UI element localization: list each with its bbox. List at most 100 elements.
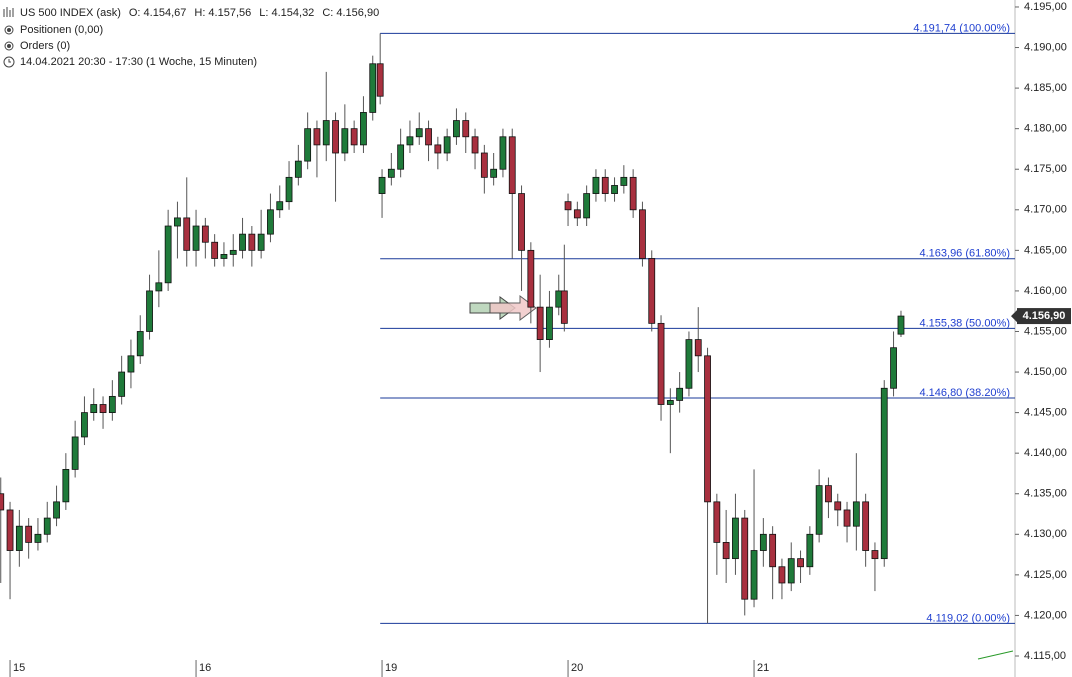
candle-body <box>862 501 870 551</box>
candle <box>0 477 5 583</box>
candle <box>480 144 488 194</box>
candle <box>211 234 219 267</box>
candle-body <box>267 209 274 235</box>
candle <box>201 217 209 259</box>
candle-body <box>685 339 693 389</box>
candle <box>350 120 358 154</box>
candle <box>267 193 274 243</box>
y-tick-label: 4.150,00 <box>1024 366 1067 378</box>
candle-body <box>108 395 116 414</box>
candle <box>722 509 730 583</box>
y-tick-label: 4.140,00 <box>1024 447 1067 459</box>
candle <box>304 112 312 170</box>
fib-label: 4.119,02 (0.00%) <box>926 612 1010 624</box>
candle <box>294 144 302 186</box>
arrow-pink <box>489 295 537 321</box>
candle-body <box>620 176 628 186</box>
candle <box>164 209 172 291</box>
candle-body <box>387 168 395 178</box>
chart-icon <box>3 7 14 17</box>
candle <box>806 526 814 575</box>
candle <box>629 169 637 218</box>
candle <box>127 339 135 389</box>
y-tick-label: 4.175,00 <box>1024 163 1067 175</box>
fib-label: 4.146,80 (38.20%) <box>919 387 1010 399</box>
candle-body <box>897 315 905 335</box>
candle <box>387 153 395 186</box>
candle <box>666 388 674 454</box>
candle <box>183 177 191 267</box>
candle-body <box>192 225 200 251</box>
candle-body <box>732 517 739 560</box>
candle <box>890 331 897 397</box>
candle-body <box>852 501 860 527</box>
candle-body <box>499 136 507 170</box>
candle-body <box>183 217 191 251</box>
candle <box>34 518 42 551</box>
candle <box>787 542 795 592</box>
candle-body <box>592 176 600 194</box>
candle <box>564 193 572 227</box>
candle <box>825 477 832 519</box>
candle-body <box>313 128 321 146</box>
y-tick-label: 4.130,00 <box>1024 528 1067 540</box>
candle-body <box>704 355 711 503</box>
ohlc-text: L: 4.154,32 <box>259 7 314 19</box>
candle-body <box>871 550 879 560</box>
candle-body <box>0 493 5 511</box>
candle-body <box>778 566 786 584</box>
candle-body <box>694 339 702 357</box>
fib-label: 4.191,74 (100.00%) <box>913 22 1010 34</box>
candle <box>601 169 609 202</box>
arrow-annotation <box>469 295 537 321</box>
candle <box>592 169 600 202</box>
candle <box>313 120 321 178</box>
candle <box>518 185 525 291</box>
x-tick-label: 21 <box>757 662 769 674</box>
candle <box>897 310 905 337</box>
candle <box>443 128 451 162</box>
candle-body <box>369 63 377 113</box>
y-tick-label: 4.190,00 <box>1024 41 1067 53</box>
y-tick-label: 4.185,00 <box>1024 82 1067 94</box>
candle-body <box>415 128 423 138</box>
candle-body <box>518 193 525 251</box>
candle <box>852 453 860 551</box>
y-tick-label: 4.165,00 <box>1024 244 1067 256</box>
candle <box>6 501 14 600</box>
candle <box>425 120 432 162</box>
candle <box>453 108 460 145</box>
candle-body <box>815 485 823 535</box>
candle-body <box>564 201 572 211</box>
y-tick-label: 4.195,00 <box>1024 1 1067 13</box>
candle <box>834 493 842 527</box>
candle-body <box>62 468 70 503</box>
candle-body <box>248 233 256 251</box>
ohlc-text: H: 4.157,56 <box>194 7 251 19</box>
candle <box>871 542 879 592</box>
candle-body <box>741 517 749 600</box>
candle-body <box>90 404 98 414</box>
candle-body <box>890 347 897 389</box>
y-tick-label: 4.120,00 <box>1024 609 1067 621</box>
candle-body <box>406 136 414 146</box>
clock-hands <box>8 59 11 63</box>
candle-body <box>43 517 51 535</box>
candle-body <box>639 209 646 259</box>
x-tick-label: 19 <box>385 662 397 674</box>
candle <box>815 469 823 543</box>
candle-body <box>825 485 832 503</box>
candle <box>257 209 265 259</box>
candle-body <box>99 404 107 414</box>
candle <box>750 469 758 608</box>
candle <box>341 104 349 162</box>
x-tick-label: 15 <box>13 662 25 674</box>
candle-body <box>341 128 349 154</box>
candle <box>620 165 628 194</box>
candle-body <box>471 136 479 154</box>
candle <box>434 136 442 170</box>
candle <box>53 485 60 527</box>
candle-body <box>713 501 721 543</box>
orders-icon <box>4 41 14 51</box>
